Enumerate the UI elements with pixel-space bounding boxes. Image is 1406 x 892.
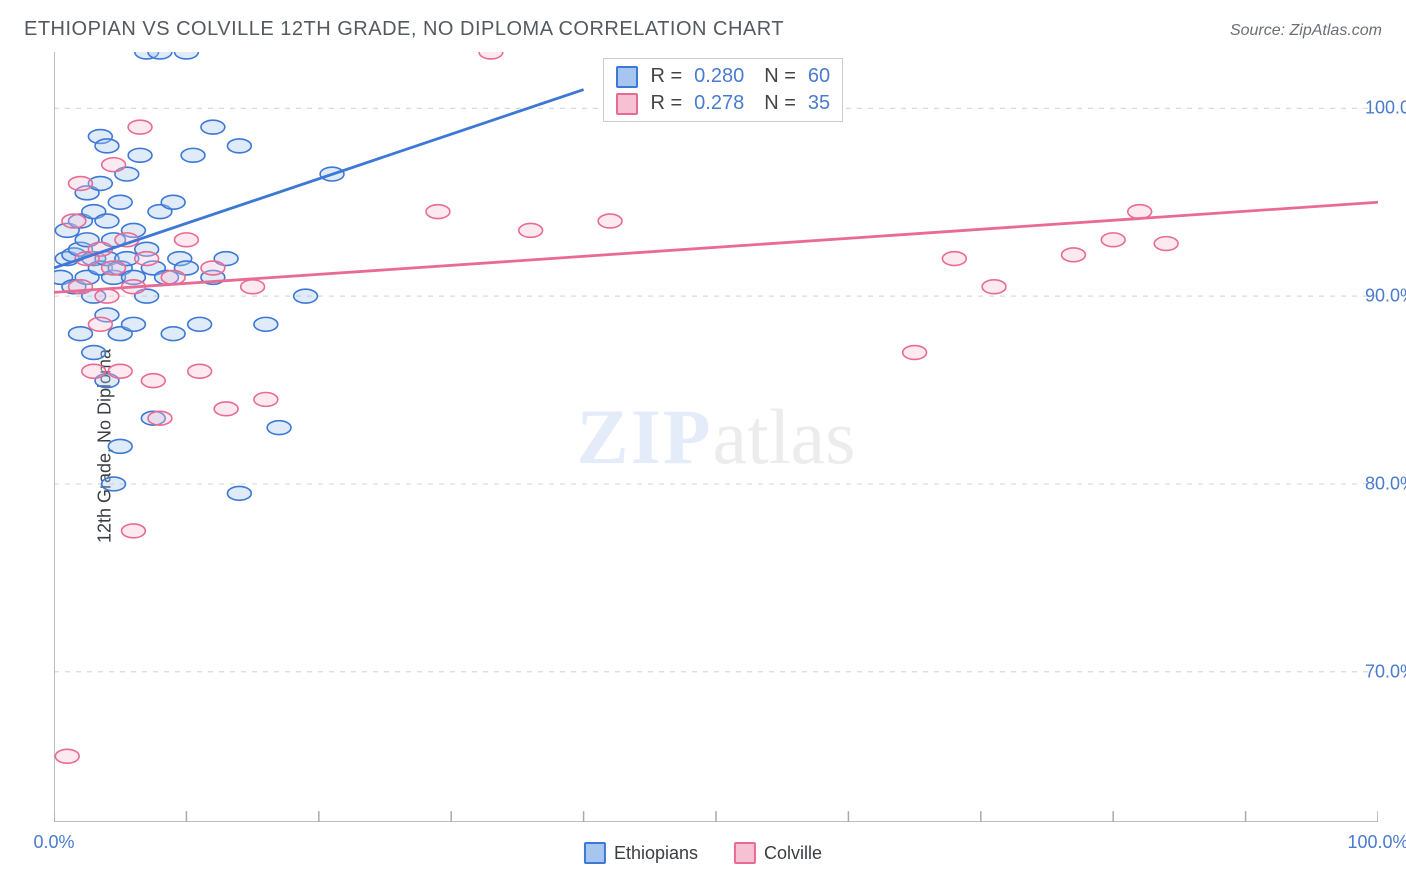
source-attribution: Source: ZipAtlas.com (1230, 22, 1382, 40)
x-tick-label: 100.0% (1347, 832, 1406, 853)
stat-n-label: N = (764, 92, 796, 115)
correlation-legend-box: R = 0.280 N = 60 R = 0.278 N = 35 (603, 58, 843, 122)
legend-label-ethiopians: Ethiopians (614, 843, 698, 864)
y-tick-label: 80.0% (1365, 473, 1406, 494)
y-axis-tick-labels: 70.0%80.0%90.0%100.0% (1365, 52, 1366, 822)
legend-swatch-ethiopians (616, 66, 638, 88)
stat-n-label: N = (764, 65, 796, 88)
scatter-chart-svg (54, 52, 1378, 822)
legend-swatch-colville (734, 842, 756, 864)
legend-item-colville: Colville (734, 842, 822, 864)
x-tick-label: 0.0% (33, 832, 74, 853)
legend-swatch-ethiopians (584, 842, 606, 864)
correlation-legend-row: R = 0.278 N = 35 (616, 90, 830, 117)
stat-r-value: 0.280 (694, 65, 744, 88)
correlation-legend-row: R = 0.280 N = 60 (616, 63, 830, 90)
series-legend: Ethiopians Colville (584, 842, 822, 864)
header-row: ETHIOPIAN VS COLVILLE 12TH GRADE, NO DIP… (24, 18, 1382, 41)
legend-item-ethiopians: Ethiopians (584, 842, 698, 864)
stat-n-value: 60 (808, 65, 830, 88)
y-tick-label: 100.0% (1365, 98, 1406, 119)
legend-swatch-colville (616, 93, 638, 115)
legend-label-colville: Colville (764, 843, 822, 864)
chart-title: ETHIOPIAN VS COLVILLE 12TH GRADE, NO DIP… (24, 18, 784, 41)
stat-r-label: R = (650, 92, 682, 115)
y-tick-label: 70.0% (1365, 661, 1406, 682)
plot-area: ZIPatlas R =0.280N =60R =0.278N =35 (54, 52, 1378, 822)
stat-n-value: 35 (808, 92, 830, 115)
stat-r-label: R = (650, 65, 682, 88)
y-tick-label: 90.0% (1365, 286, 1406, 307)
stat-r-value: 0.278 (694, 92, 744, 115)
